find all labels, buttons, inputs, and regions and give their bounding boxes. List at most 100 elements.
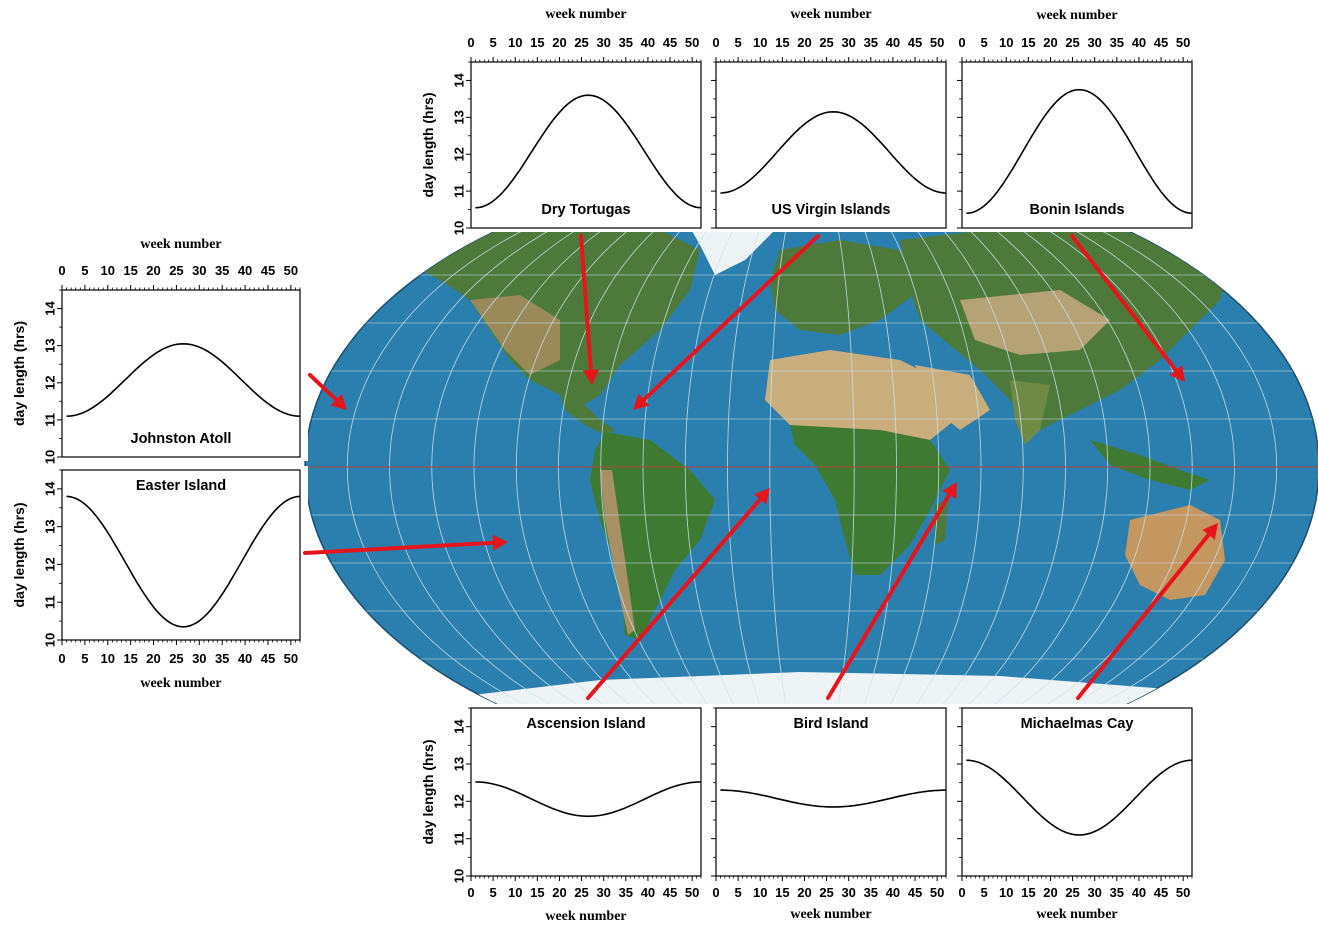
arrow-head	[633, 393, 650, 410]
location-arrow	[633, 234, 820, 410]
location-arrow	[579, 234, 599, 385]
x-tick-label: 10	[508, 885, 522, 900]
x-axis-label: week number	[545, 909, 626, 924]
x-tick-label: 45	[908, 35, 922, 50]
x-tick-label: 10	[753, 35, 767, 50]
chart-bird-island: 0 5 10 15 20 25 30 35 40 45 50 week number Bird Isla…	[708, 704, 954, 924]
x-tick-label: 30	[1087, 885, 1101, 900]
chart-title: Easter Island	[136, 478, 226, 494]
plot-frame	[715, 61, 947, 229]
x-tick-label: 45	[261, 651, 275, 666]
x-tick-label: 30	[841, 885, 855, 900]
chart-us-virgin-islands: 0 5 10 15 20 25 30 35 40 45 50 week number US Virgin…	[708, 6, 954, 232]
x-tick-label: 40	[1132, 35, 1146, 50]
x-tick-label: 5	[489, 885, 496, 900]
y-tick-label: 10	[452, 869, 467, 883]
y-tick-label: 11	[43, 595, 58, 609]
y-tick-label: 12	[452, 147, 467, 161]
x-tick-label: 45	[663, 885, 677, 900]
arrow-shaft	[586, 497, 763, 700]
x-tick-label: 35	[1110, 35, 1124, 50]
x-tick-label: 20	[552, 35, 566, 50]
x-tick-label: 35	[619, 885, 633, 900]
plot-frame	[61, 469, 301, 641]
x-tick-label: 20	[797, 885, 811, 900]
plot-frame	[61, 289, 301, 458]
x-tick-label: 0	[467, 35, 474, 50]
arrow-shaft	[303, 540, 496, 555]
x-tick-label: 5	[980, 35, 987, 50]
chart-title: Johnston Atoll	[131, 431, 232, 447]
x-tick-label: 40	[886, 885, 900, 900]
x-tick-label: 5	[980, 885, 987, 900]
x-tick-label: 25	[169, 651, 183, 666]
x-tick-label: 40	[238, 263, 252, 278]
x-axis-label: week number	[140, 237, 221, 252]
day-length-series	[966, 88, 1193, 214]
x-tick-label: 20	[146, 263, 160, 278]
arrow-head	[942, 482, 957, 499]
y-axis-label: day length (hrs)	[11, 321, 27, 426]
chart-michaelmas-cay: 0 5 10 15 20 25 30 35 40 45 50 week number Michaelma…	[954, 704, 1200, 924]
x-tick-label: 45	[261, 263, 275, 278]
chart-title: Michaelmas Cay	[1021, 716, 1134, 732]
north-america	[410, 215, 700, 410]
x-tick-label: 10	[101, 651, 115, 666]
x-tick-label: 0	[958, 35, 965, 50]
x-tick-label: 50	[284, 651, 298, 666]
location-arrow	[826, 482, 957, 700]
x-tick-label: 45	[663, 35, 677, 50]
x-tick-label: 15	[1021, 885, 1035, 900]
x-tick-label: 0	[712, 885, 719, 900]
x-tick-label: 0	[712, 35, 719, 50]
x-tick-label: 40	[641, 885, 655, 900]
x-tick-label: 40	[1132, 885, 1146, 900]
location-arrow	[586, 488, 770, 700]
x-tick-label: 15	[123, 651, 137, 666]
chart-title: Ascension Island	[526, 716, 645, 732]
location-arrow	[1070, 234, 1185, 382]
world-map	[304, 164, 1318, 770]
y-tick-label: 10	[43, 450, 58, 464]
x-tick-label: 45	[1154, 885, 1168, 900]
chart-dry-tortugas: 0 5 10 15 20 25 30 35 40 45 50 week number 10 11 12 13 1…	[420, 6, 709, 235]
x-tick-label: 10	[508, 35, 522, 50]
plot-frame	[470, 61, 702, 229]
x-tick-label: 50	[1176, 885, 1190, 900]
india	[1010, 380, 1050, 445]
y-tick-label: 11	[452, 832, 467, 846]
central-america	[560, 395, 615, 435]
y-tick-label: 13	[43, 338, 58, 352]
x-tick-label: 30	[841, 35, 855, 50]
x-tick-label: 35	[864, 885, 878, 900]
y-tick-label: 14	[452, 72, 467, 87]
x-axis-label: week number	[545, 7, 626, 22]
arrow-shaft	[826, 492, 952, 700]
x-tick-label: 20	[797, 35, 811, 50]
x-tick-label: 15	[123, 263, 137, 278]
y-tick-label: 11	[43, 413, 58, 427]
x-tick-label: 40	[886, 35, 900, 50]
chart-title: Bird Island	[794, 716, 869, 732]
y-axis-label: day length (hrs)	[11, 502, 27, 607]
x-tick-label: 10	[753, 885, 767, 900]
x-tick-label: 25	[169, 263, 183, 278]
arrow-shaft	[308, 373, 339, 402]
x-tick-label: 50	[284, 263, 298, 278]
day-length-series	[66, 342, 301, 417]
day-length-series	[966, 759, 1192, 836]
x-tick-label: 30	[596, 35, 610, 50]
arrow-head	[492, 534, 508, 551]
y-tick-label: 13	[43, 519, 58, 533]
day-length-series	[475, 94, 702, 209]
x-tick-label: 50	[1176, 35, 1190, 50]
chart-title: Bonin Islands	[1029, 202, 1124, 218]
x-tick-label: 35	[619, 35, 633, 50]
x-tick-label: 50	[685, 885, 699, 900]
x-tick-label: 20	[1043, 35, 1057, 50]
x-tick-label: 10	[999, 35, 1013, 50]
x-tick-label: 5	[489, 35, 496, 50]
x-tick-label: 50	[685, 35, 699, 50]
x-tick-label: 30	[596, 885, 610, 900]
